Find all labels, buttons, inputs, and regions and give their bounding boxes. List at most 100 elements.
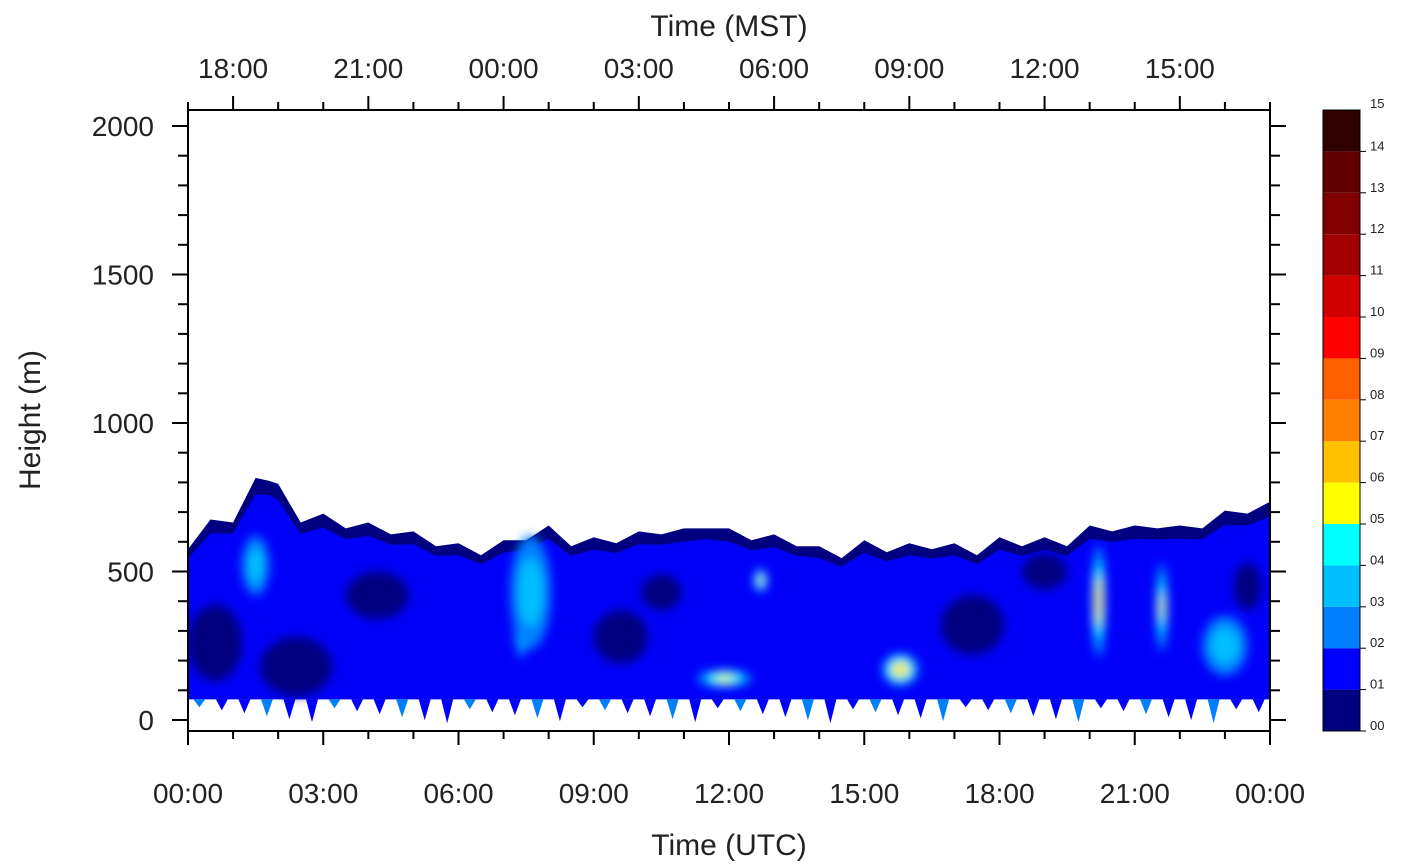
heatmap-area — [188, 477, 1270, 724]
hotspot-level-05 — [715, 675, 734, 682]
layer-level-01 — [188, 494, 1270, 700]
edge-speckle — [441, 699, 454, 724]
edge-speckle — [847, 699, 859, 710]
colorbar-frame — [1322, 109, 1361, 732]
x-tick-label-mst: 21:00 — [333, 53, 403, 84]
colorbar-swatch — [1323, 110, 1360, 152]
edge-speckle — [260, 699, 273, 717]
colorbar-swatch — [1323, 358, 1360, 400]
colorbar-swatch — [1323, 399, 1360, 442]
axis-tick-labels: 00:00 03:00 06:00 09:00 12:00 15:00 18:00 21:00… — [92, 53, 1305, 809]
edge-speckle — [396, 699, 409, 718]
axis-ticks — [172, 96, 1286, 745]
colorbar: 00 01 02 03 04 05 06 07 08 09 10 11 12 13 14 15 — [1322, 96, 1384, 733]
edge-speckle — [1094, 699, 1107, 709]
colorbar-label: 03 — [1370, 594, 1384, 609]
hotspot-level-03 — [1211, 627, 1239, 664]
colorbar-label: 01 — [1370, 677, 1384, 692]
edge-speckle — [711, 699, 724, 709]
edge-speckle — [576, 699, 589, 708]
edge-speckle — [779, 699, 792, 718]
dark-patch — [1233, 562, 1261, 611]
edge-speckle — [689, 699, 702, 723]
y-axis-title: Height (m) — [14, 350, 47, 490]
y-tick-label: 1000 — [92, 408, 154, 439]
colorbar-label-top: 15 — [1370, 96, 1384, 111]
edge-speckle — [1162, 699, 1175, 718]
x-tick-label-mst: 15:00 — [1145, 53, 1215, 84]
x-axis-title: Time (UTC) — [651, 829, 807, 862]
edge-speckle — [531, 699, 544, 719]
colorbar-swatch — [1323, 524, 1360, 566]
edge-speckle — [621, 699, 634, 714]
x-tick-label-mst: 12:00 — [1010, 53, 1080, 84]
edge-speckle — [734, 699, 747, 712]
edge-speckle — [1072, 699, 1085, 723]
x-tick-label-mst: 03:00 — [604, 53, 674, 84]
colorbar-label: 08 — [1370, 387, 1384, 402]
edge-speckle — [463, 699, 476, 710]
colorbar-swatch — [1323, 565, 1360, 607]
colorbar-swatch — [1323, 606, 1360, 649]
colorbar-label: 06 — [1370, 470, 1384, 485]
edge-speckle — [1140, 699, 1152, 715]
colorbar-label: 12 — [1370, 221, 1384, 236]
x-tick-label-utc: 21:00 — [1100, 778, 1170, 809]
dark-patch — [593, 610, 648, 664]
edge-speckle — [892, 699, 905, 716]
dark-patch — [940, 595, 1005, 655]
edge-speckle — [553, 699, 566, 722]
x-tick-label-utc: 09:00 — [559, 778, 629, 809]
dark-patch — [1022, 553, 1068, 590]
colorbar-label: 05 — [1370, 511, 1384, 526]
edge-speckle — [959, 699, 972, 708]
colorbar-label: 02 — [1370, 635, 1384, 650]
edge-speckle — [824, 699, 837, 724]
edge-speckle — [283, 699, 296, 720]
colorbar-label: 10 — [1370, 304, 1384, 319]
colorbar-swatch — [1323, 275, 1360, 317]
colorbar-label: 13 — [1370, 180, 1384, 195]
edge-speckle — [666, 699, 679, 720]
x-tick-label-utc: 12:00 — [694, 778, 764, 809]
y-tick-label: 1500 — [92, 260, 154, 291]
x-tick-label-utc: 06:00 — [423, 778, 493, 809]
edge-speckle — [238, 699, 251, 714]
x-tick-label-mst: 06:00 — [739, 53, 809, 84]
x-tick-label-mst: 09:00 — [874, 53, 944, 84]
colorbar-swatch — [1323, 234, 1360, 276]
colorbar-swatch — [1323, 317, 1360, 359]
edge-speckle — [306, 699, 318, 723]
edge-speckle — [418, 699, 431, 721]
edge-speckle — [1207, 699, 1220, 724]
edge-speckle — [1004, 699, 1017, 714]
edge-speckle — [1027, 699, 1040, 717]
colorbar-label: 07 — [1370, 428, 1384, 443]
x-tick-label-utc: 00:00 — [153, 778, 223, 809]
edge-speckle — [756, 699, 769, 715]
colorbar-swatch — [1323, 441, 1360, 483]
edge-speckle — [982, 699, 995, 711]
hotspot-level-03 — [247, 547, 264, 584]
edge-speckle — [914, 699, 927, 719]
colorbar-swatch — [1323, 648, 1360, 690]
edge-speckle — [1185, 699, 1198, 721]
x-tick-label-utc: 18:00 — [964, 778, 1034, 809]
edge-speckle — [215, 699, 228, 711]
colorbar-label: 09 — [1370, 345, 1384, 360]
x-tick-label-utc: 15:00 — [829, 778, 899, 809]
dark-patch — [188, 604, 243, 682]
dark-patch — [345, 571, 409, 620]
edge-speckle — [1049, 699, 1062, 720]
colorbar-swatch — [1323, 151, 1360, 193]
edge-speckle — [801, 699, 814, 721]
hotspot-level-05 — [758, 576, 763, 585]
hotspot-level-06 — [895, 665, 906, 674]
y-tick-label: 500 — [107, 557, 154, 588]
colorbar-label: 14 — [1370, 138, 1384, 153]
x-tick-label-utc: 03:00 — [288, 778, 358, 809]
x-tick-label-utc: 00:00 — [1235, 778, 1305, 809]
edge-speckle — [1117, 699, 1130, 712]
edge-speckle — [328, 699, 341, 709]
edge-speckle — [373, 699, 386, 715]
